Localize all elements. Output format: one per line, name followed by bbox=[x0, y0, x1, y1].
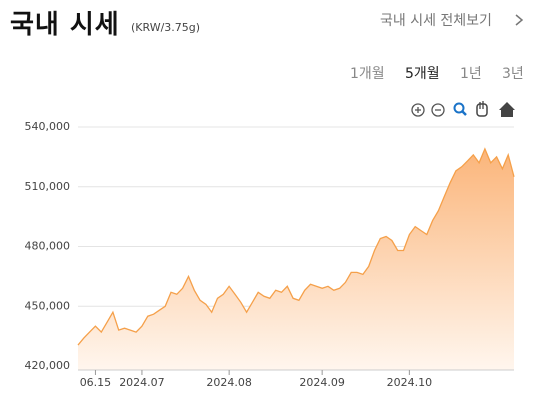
unit: (KRW/3.75g) bbox=[131, 21, 201, 34]
search[interactable] bbox=[453, 102, 467, 116]
tab[interactable]: 1년 bbox=[460, 66, 482, 82]
zoom-out[interactable] bbox=[431, 103, 445, 117]
y-tick-label: 510,000 bbox=[25, 180, 71, 193]
y-tick-label: 540,000 bbox=[25, 120, 71, 133]
home[interactable] bbox=[499, 102, 515, 117]
view-all-link[interactable]: 국내 시세 전체보기 bbox=[380, 13, 492, 29]
tab[interactable]: 3년 bbox=[502, 66, 524, 82]
x-tick-label: 2024.08 bbox=[206, 376, 252, 389]
y-tick-label: 480,000 bbox=[25, 240, 71, 253]
line bbox=[77, 147, 515, 346]
x-tick-label: 2024.10 bbox=[387, 376, 433, 389]
chevron bbox=[515, 14, 524, 26]
tab[interactable]: 5개월 bbox=[405, 66, 440, 82]
x-tick-label: 2024.09 bbox=[299, 376, 345, 389]
x-tick-label: 06.15 bbox=[80, 376, 112, 389]
area bbox=[78, 148, 514, 370]
tab[interactable]: 1개월 bbox=[350, 66, 385, 82]
x-tick-label: 2024.07 bbox=[119, 376, 165, 389]
zoom-in[interactable] bbox=[411, 103, 425, 117]
pan[interactable] bbox=[476, 101, 488, 117]
y-tick-label: 450,000 bbox=[25, 299, 71, 312]
y-tick-label: 420,000 bbox=[25, 359, 71, 372]
title: 국내 시세 bbox=[10, 10, 120, 40]
